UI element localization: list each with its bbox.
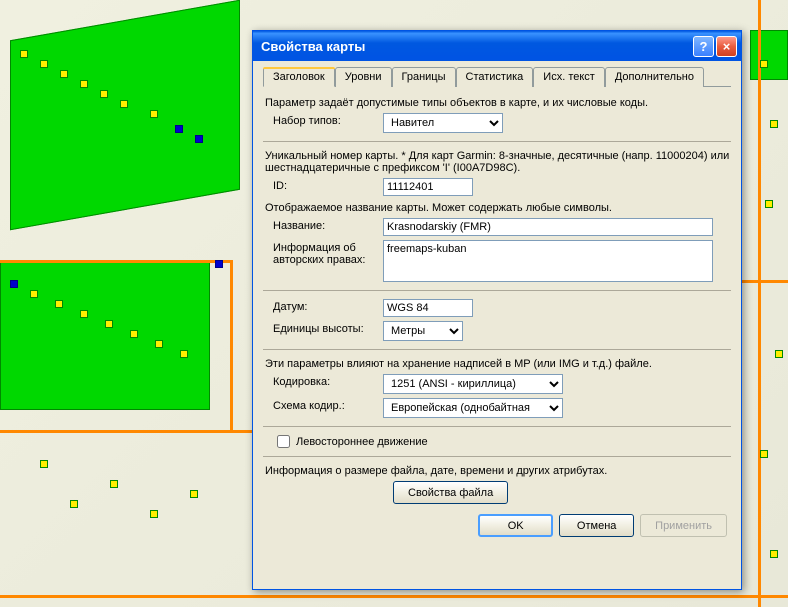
desc-name: Отображаемое название карты. Может содер…: [265, 202, 731, 214]
datum-input[interactable]: [383, 299, 473, 317]
tab-levels[interactable]: Уровни: [335, 67, 392, 87]
label-copyright: Информация об авторских правах:: [263, 240, 383, 266]
apply-button[interactable]: Применить: [640, 514, 727, 537]
id-input[interactable]: [383, 178, 473, 196]
help-icon[interactable]: ?: [693, 36, 714, 57]
lefthand-row[interactable]: Левостороннее движение: [277, 435, 731, 448]
map-properties-dialog: Свойства карты ? × Заголовок Уровни Гран…: [252, 30, 742, 590]
tab-header[interactable]: Заголовок: [263, 67, 335, 87]
tab-bounds[interactable]: Границы: [392, 67, 456, 87]
label-id: ID:: [263, 178, 383, 192]
tab-stats[interactable]: Статистика: [456, 67, 534, 87]
ok-button[interactable]: OK: [478, 514, 553, 537]
label-elevunits: Единицы высоты:: [263, 321, 383, 335]
tab-strip: Заголовок Уровни Границы Статистика Исх.…: [263, 67, 731, 87]
cancel-button[interactable]: Отмена: [559, 514, 634, 537]
fileprops-button[interactable]: Свойства файла: [393, 481, 508, 504]
close-icon[interactable]: ×: [716, 36, 737, 57]
typeset-select[interactable]: Навител: [383, 113, 503, 133]
elevunits-select[interactable]: Метры: [383, 321, 463, 341]
titlebar[interactable]: Свойства карты ? ×: [253, 31, 741, 61]
desc-fileprops: Информация о размере файла, дате, времен…: [265, 465, 731, 477]
label-typeset: Набор типов:: [263, 113, 383, 127]
encoding-select[interactable]: 1251 (ANSI - кириллица): [383, 374, 563, 394]
label-datum: Датум:: [263, 299, 383, 313]
dialog-title: Свойства карты: [261, 39, 365, 54]
tab-source[interactable]: Исх. текст: [533, 67, 605, 87]
label-lefthand: Левостороннее движение: [296, 436, 428, 448]
desc-encoding: Эти параметры влияют на хранение надписе…: [265, 358, 731, 370]
label-name: Название:: [263, 218, 383, 232]
tab-extra[interactable]: Дополнительно: [605, 67, 704, 87]
label-encoding: Кодировка:: [263, 374, 383, 388]
desc-id: Уникальный номер карты. * Для карт Garmi…: [265, 150, 731, 174]
desc-typeset: Параметр задаёт допустимые типы объектов…: [265, 97, 731, 109]
name-input[interactable]: [383, 218, 713, 236]
codescheme-select[interactable]: Европейская (однобайтная: [383, 398, 563, 418]
copyright-textarea[interactable]: freemaps-kuban: [383, 240, 713, 282]
lefthand-checkbox[interactable]: [277, 435, 290, 448]
label-codescheme: Схема кодир.:: [263, 398, 383, 412]
